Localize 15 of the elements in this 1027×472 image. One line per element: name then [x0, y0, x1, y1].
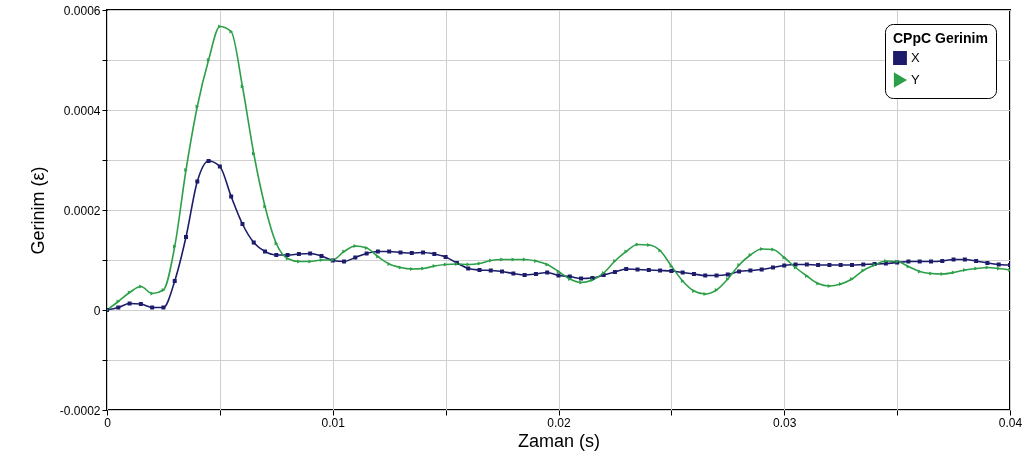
y-axis-title: Gerinim (ε) [27, 166, 48, 255]
legend-label: Y [911, 72, 920, 87]
y-tick-label: 0 [93, 303, 101, 318]
x-tick-label: 0.01 [321, 415, 346, 430]
x-tick-label: 0.04 [998, 415, 1023, 430]
y-tick-label: -0.0002 [59, 403, 101, 418]
x-axis-title: Zaman (s) [517, 430, 601, 451]
x-tick-label: 0.03 [773, 415, 797, 430]
y-tick-label: 0.0004 [63, 103, 101, 118]
legend-title: CPpC Gerinim [893, 30, 988, 46]
x-tick-label: 0 [104, 415, 112, 430]
x-tick-label: 0.02 [547, 415, 571, 430]
y-tick-label: 0.0002 [63, 203, 101, 218]
y-tick-label: 0.0006 [63, 3, 101, 18]
legend-label: X [911, 50, 920, 65]
